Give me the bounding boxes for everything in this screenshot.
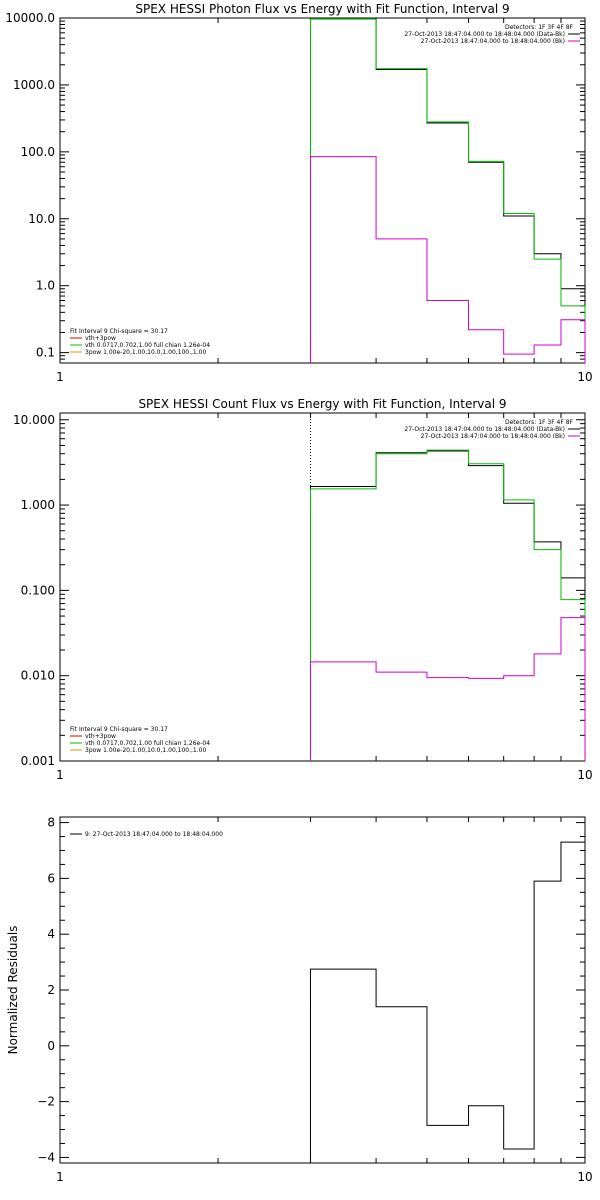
chart-title: SPEX HESSI Count Flux vs Energy with Fit… (138, 397, 506, 411)
y-tick-label: 1.0 (36, 279, 55, 293)
x-tick-label: 10 (577, 1170, 592, 1184)
y-tick-label: 8 (47, 816, 55, 830)
fit-legend-entry: 3pow 1.00e-20,1.00,10.0,1.00,100.,1.00 (85, 349, 206, 356)
y-tick-label: 1000.0 (13, 78, 55, 92)
y-tick-label: 10.000 (13, 413, 55, 427)
legend-header: Detectors: 1F 3F 4F 8F (505, 24, 574, 31)
y-tick-label: 2 (47, 983, 55, 997)
fit-legend-entry: vth+3pow (85, 733, 116, 740)
x-tick-label: 10 (577, 370, 592, 384)
series-2-step-line (309, 449, 586, 761)
fit-legend-entry: vth 0.0717,0.702,1.00 full chian 1.26e-0… (85, 342, 210, 349)
chart-panel-2: SPEX HESSI Count Flux vs Energy with Fit… (13, 397, 593, 782)
y-tick-label: 0.010 (21, 669, 55, 683)
legend-entry-label: 27-Oct-2013 18:47:04.000 to 18:48:04.000… (404, 426, 565, 433)
plot-frame (59, 17, 586, 364)
y-tick-label: 6 (47, 871, 55, 885)
y-tick-label: 0.1 (36, 346, 55, 360)
series-1-step-line (309, 841, 586, 1163)
fit-legend-entry: vth 0.0717,0.702,1.00 full chian 1.26e-0… (85, 740, 210, 747)
y-tick-label: 10.0 (28, 212, 55, 226)
chart-panel-1: SPEX HESSI Photon Flux vs Energy with Fi… (5, 2, 592, 384)
plot-frame (59, 816, 586, 1164)
y-tick-label: 0.001 (21, 754, 55, 768)
x-tick-label: 10 (577, 768, 592, 782)
chart-panel-3: Normalized Residuals 1 10 −4 −2 0 2 4 6 8 9: 27-Oc… (6, 816, 593, 1184)
plot-frame (59, 412, 586, 762)
fit-legend-header: Fit Interval 9 Chi-square = 30.17 (70, 328, 168, 335)
series-1-step-line (309, 450, 586, 761)
series-3-step-line (309, 617, 586, 761)
x-tick-label: 1 (56, 370, 64, 384)
fit-legend-header: Fit Interval 9 Chi-square = 30.17 (70, 726, 168, 733)
series-1-step-line (309, 17, 586, 363)
y-tick-label: −4 (37, 1150, 55, 1164)
y-tick-label: −2 (37, 1095, 55, 1109)
chart-title: SPEX HESSI Photon Flux vs Energy with Fi… (135, 2, 509, 16)
legend-entry-label: 27-Oct-2013 18:47:04.000 to 18:48:04.000… (421, 433, 565, 440)
y-tick-label: 1.000 (21, 498, 55, 512)
legend-entry-label: 27-Oct-2013 18:47:04.000 to 18:48:04.000… (421, 38, 565, 45)
y-axis-label: Normalized Residuals (6, 926, 20, 1055)
y-tick-label: 4 (47, 927, 55, 941)
fit-legend-entry: 3pow 1.00e-20,1.00,10.0,1.00,100.,1.00 (85, 747, 206, 754)
fit-legend-entry: vth+3pow (85, 335, 116, 342)
x-tick-label: 1 (56, 1170, 64, 1184)
legend-header: Detectors: 1F 3F 4F 8F (505, 419, 574, 426)
series-2-step-line (309, 18, 586, 363)
series-3-step-line (309, 156, 586, 363)
y-tick-label: 10000.0 (5, 11, 55, 25)
y-tick-label: 100.0 (21, 145, 55, 159)
y-tick-label: 0 (47, 1039, 55, 1053)
y-tick-label: 0.100 (21, 583, 55, 597)
x-tick-label: 1 (56, 768, 64, 782)
legend-entry-label: 9: 27-Oct-2013 18:47:04.000 to 18:48:04.… (85, 831, 223, 838)
legend-entry-label: 27-Oct-2013 18:47:04.000 to 18:48:04.000… (404, 31, 565, 38)
